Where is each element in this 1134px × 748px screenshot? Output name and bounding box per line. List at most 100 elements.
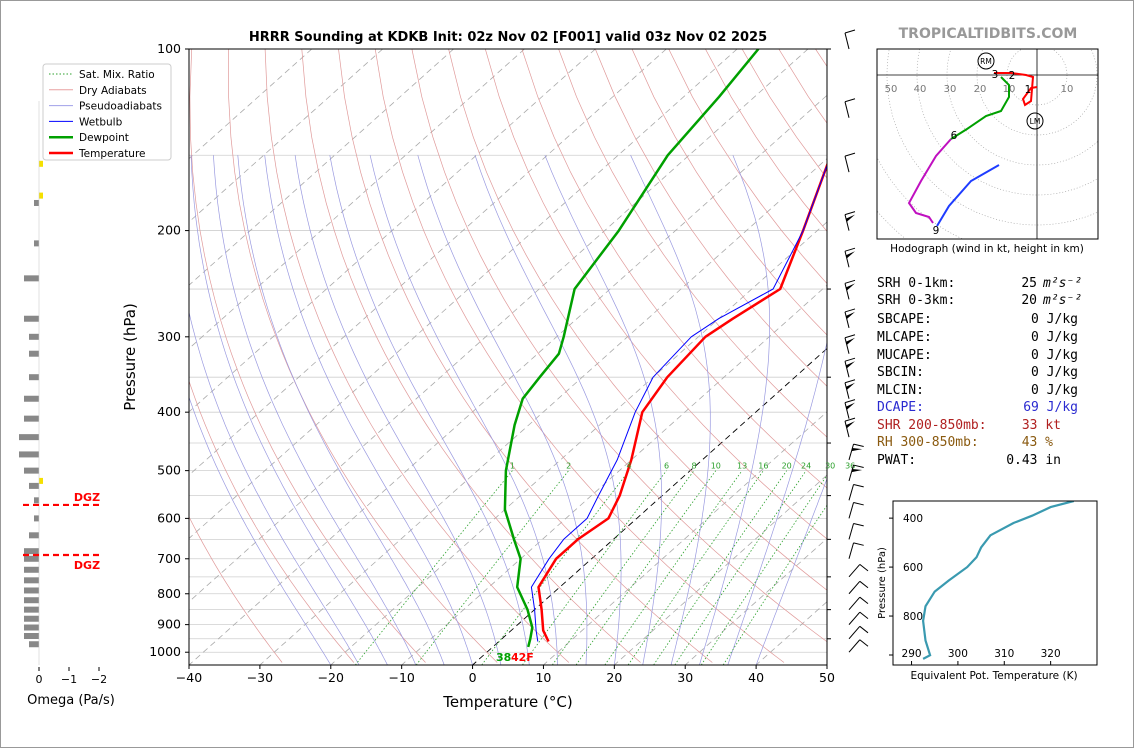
omega-bar xyxy=(29,482,39,489)
mixing-ratio-line xyxy=(575,470,717,665)
skewt-plot-frame xyxy=(188,48,828,666)
dry-adiabat-line xyxy=(374,49,785,663)
wind-barb xyxy=(848,483,864,501)
storm-motion-marker xyxy=(1026,112,1044,130)
mixing-ratio-line xyxy=(700,474,827,665)
hodograph-height-label: 3 xyxy=(992,69,999,81)
srh03-label: SRH 0-3km: xyxy=(877,293,955,308)
omega-bar xyxy=(29,333,39,340)
dry-adiabat-line xyxy=(189,49,426,663)
wind-barb xyxy=(844,399,856,419)
rh-label: RH 300-850mb: xyxy=(877,435,979,450)
isotherm-line xyxy=(330,221,827,665)
barb-flag xyxy=(844,247,856,252)
dgz-label-upper: DGZ xyxy=(74,491,100,504)
wind-barb xyxy=(844,379,856,399)
barb-staff xyxy=(848,542,855,559)
sbcape-label: SBCAPE: xyxy=(877,312,932,327)
skewt-series xyxy=(503,49,827,648)
pseudoadiabat-line xyxy=(329,155,530,665)
barb-pennant xyxy=(846,283,855,291)
srh03-value: 20 xyxy=(1021,293,1037,308)
legend-label: Dry Adiabats xyxy=(79,85,147,97)
omega-bar xyxy=(24,467,39,474)
barb-staff xyxy=(848,625,861,640)
sbcin-value: 0 J/kg xyxy=(1031,365,1078,380)
theta-e-y-label: Pressure (hPa) xyxy=(877,547,888,619)
pseudoadiabat-line xyxy=(189,310,360,665)
omega-bar xyxy=(34,497,39,504)
wind-barb xyxy=(844,417,856,438)
theta-e-x-label: Equivalent Pot. Temperature (K) xyxy=(910,670,1077,682)
hodograph-ring xyxy=(797,1,1133,315)
wind-barb xyxy=(848,596,869,610)
x-tick-label: 30 xyxy=(677,670,693,685)
y-tick-label: 100 xyxy=(157,41,181,56)
mixing-ratio-label: 13 xyxy=(737,462,747,471)
wind-barb xyxy=(848,502,864,519)
temperature-series xyxy=(537,161,827,643)
mixing-ratio-line xyxy=(722,504,827,665)
mixing-ratio-label: 1 xyxy=(510,462,515,471)
mixing-ratio-label: 16 xyxy=(758,462,768,471)
omega-bar xyxy=(24,415,39,422)
pseudoadiabat-line xyxy=(474,155,622,665)
omega-bar xyxy=(24,395,39,402)
pseudoadiabat-line xyxy=(294,155,502,665)
mixing-ratio-label: 36 xyxy=(845,462,855,471)
wind-barb xyxy=(848,523,864,540)
isotherm-line xyxy=(543,411,827,665)
barb-staff xyxy=(844,101,850,118)
omega-bar-dgz xyxy=(39,192,43,199)
isotherm-line xyxy=(189,49,738,539)
omega-bar xyxy=(24,615,39,622)
omega-bar-dgz xyxy=(39,477,43,484)
barb-staff xyxy=(844,402,850,419)
barb-flag xyxy=(859,596,869,605)
isotherm-line xyxy=(189,49,809,603)
mixing-ratio-line xyxy=(604,470,743,665)
x-tick-label: −30 xyxy=(247,670,273,685)
wind-barb xyxy=(844,98,856,118)
barb-staff xyxy=(844,382,850,399)
barb-staff xyxy=(848,564,861,578)
dry-adiabat-line xyxy=(228,49,498,663)
theta-e-x-tick-label: 290 xyxy=(902,648,922,660)
omega-panel: 0 −1 −2 xyxy=(19,101,107,686)
hodograph-trace xyxy=(950,76,1010,140)
isotherm-line xyxy=(189,49,525,350)
barb-flag xyxy=(859,639,869,647)
dewpoint-series xyxy=(503,49,760,648)
omega-bar xyxy=(24,275,39,282)
theta-e-y-tick-label: 800 xyxy=(903,611,923,623)
y-tick-label: 1000 xyxy=(149,644,181,659)
isotherm-line xyxy=(826,664,827,665)
storm-motion-label: LM xyxy=(1030,117,1041,126)
barb-pennant xyxy=(846,311,855,319)
mixing-ratio-line xyxy=(354,470,513,665)
mixing-ratio-label: 24 xyxy=(801,462,811,471)
wind-barb xyxy=(844,334,856,354)
hodograph-ring-label: 20 xyxy=(974,84,987,95)
omega-x-tick-label: −2 xyxy=(91,673,107,686)
pseudoadiabat-line xyxy=(630,155,711,665)
dcape-label: DCAPE: xyxy=(877,400,924,415)
theta-e-panel: 290 300 310 320 400 600 800 xyxy=(889,501,1075,665)
omega-x-tick-label: 0 xyxy=(36,673,43,686)
hodograph-ring-label: 50 xyxy=(885,84,898,95)
x-tick-label: 20 xyxy=(606,670,622,685)
barb-pennant xyxy=(846,402,855,410)
wind-barb xyxy=(848,464,864,482)
barb-flag xyxy=(859,625,869,634)
surface-dewpoint-label: 38 xyxy=(496,651,511,664)
barb-flag xyxy=(844,308,856,313)
skewt-background-lines xyxy=(189,49,827,665)
omega-x-tick-label: −1 xyxy=(61,673,77,686)
dgz-label-lower: DGZ xyxy=(74,559,100,572)
skewt-x-label: Temperature (°C) xyxy=(442,693,572,711)
barb-flag xyxy=(844,211,856,216)
omega-bar xyxy=(24,587,39,594)
omega-bar xyxy=(24,555,39,562)
dry-adiabat-line xyxy=(264,49,570,663)
